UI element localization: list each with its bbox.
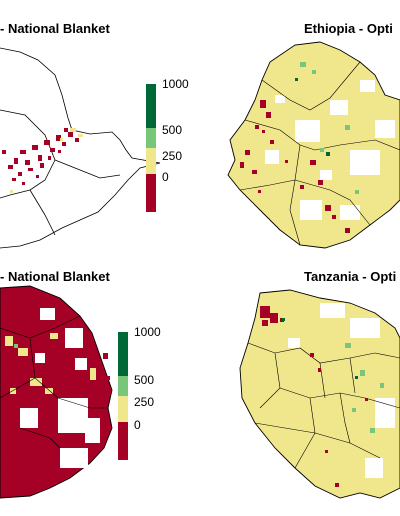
legend-label-0: 0 (162, 170, 169, 184)
legend-label-0: 0 (134, 418, 141, 432)
legend-label-500: 500 (134, 373, 155, 387)
legend-swatch-high (146, 84, 156, 128)
legend-label-250: 250 (134, 395, 155, 409)
legend-top: 1000 500 250 0 (146, 77, 196, 214)
legend-label-1000: 1000 (162, 77, 189, 91)
panel-title: - National Blanket (0, 269, 110, 284)
legend-swatch-negative (146, 174, 156, 212)
panel-ethiopia-national-blanket: - National Blanket (0, 0, 200, 258)
tanzania-map (0, 285, 113, 499)
legend-swatch-low (146, 148, 156, 174)
legend-swatch-low (118, 396, 128, 422)
legend-bottom: 1000 500 250 0 (118, 325, 168, 462)
panel-tanzania-optimized: Tanzania - Opti (200, 258, 400, 516)
ethiopia-map (0, 47, 161, 249)
tanzania-map (239, 289, 400, 499)
panel-title: - National Blanket (0, 21, 110, 36)
panel-tanzania-national-blanket: - National Blanket (0, 258, 200, 516)
legend-swatch-negative (118, 422, 128, 460)
legend-label-1000: 1000 (134, 325, 161, 339)
legend-swatch-high (118, 332, 128, 376)
panel-title: Tanzania - Opti (304, 269, 397, 284)
ethiopia-map (227, 41, 400, 249)
legend-swatch-mid (146, 128, 156, 148)
legend-swatch-mid (118, 376, 128, 396)
legend-label-500: 500 (162, 123, 183, 137)
panel-title: Ethiopia - Opti (304, 21, 393, 36)
legend-label-250: 250 (162, 149, 183, 163)
panel-ethiopia-optimized: Ethiopia - Opti (200, 0, 400, 258)
